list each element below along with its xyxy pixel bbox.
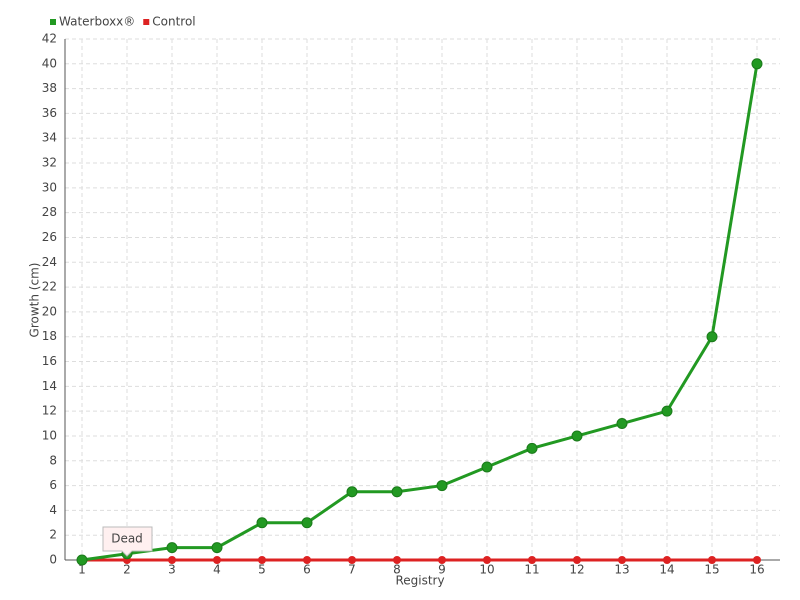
data-point xyxy=(436,480,448,492)
annotation: Dead xyxy=(102,526,153,557)
data-point xyxy=(616,418,628,430)
data-point xyxy=(571,430,583,442)
annotation-text: Dead xyxy=(111,532,143,546)
y-tick-label: 24 xyxy=(42,255,57,269)
x-tick-label: 11 xyxy=(524,563,539,577)
y-tick-label: 26 xyxy=(42,230,57,244)
x-tick-label: 5 xyxy=(258,563,266,577)
data-point xyxy=(661,405,673,417)
data-point xyxy=(213,556,221,564)
y-tick-label: 0 xyxy=(49,553,57,567)
y-tick-label: 38 xyxy=(42,81,57,95)
data-point xyxy=(708,556,716,564)
data-point xyxy=(573,556,581,564)
x-tick-label: 13 xyxy=(614,563,629,577)
data-point xyxy=(483,556,491,564)
data-point xyxy=(348,556,356,564)
legend-label: Control xyxy=(152,15,195,29)
data-point xyxy=(751,58,763,70)
x-axis-label: Registry xyxy=(395,574,444,588)
data-point xyxy=(303,556,311,564)
data-point xyxy=(753,556,761,564)
x-tick-label: 4 xyxy=(213,563,221,577)
y-tick-label: 16 xyxy=(42,354,57,368)
y-tick-label: 6 xyxy=(49,478,57,492)
data-point xyxy=(438,556,446,564)
data-point xyxy=(211,542,223,554)
y-tick-label: 18 xyxy=(42,329,57,343)
data-point xyxy=(663,556,671,564)
y-tick-label: 30 xyxy=(42,180,57,194)
data-point xyxy=(258,556,266,564)
series-line xyxy=(81,63,759,562)
y-tick-label: 42 xyxy=(42,32,57,46)
x-tick-label: 16 xyxy=(749,563,764,577)
x-tick-label: 2 xyxy=(123,563,131,577)
x-tick-label: 8 xyxy=(393,563,401,577)
x-tick-label: 14 xyxy=(659,563,674,577)
y-tick-label: 34 xyxy=(42,131,57,145)
y-tick-label: 10 xyxy=(42,428,57,442)
data-point xyxy=(526,442,538,454)
data-point xyxy=(391,486,403,498)
x-tick-label: 1 xyxy=(78,563,86,577)
legend-label: Waterboxx® xyxy=(59,15,135,29)
y-tick-label: 2 xyxy=(49,528,57,542)
data-point xyxy=(618,556,626,564)
x-tick-label: 12 xyxy=(569,563,584,577)
data-point xyxy=(393,556,401,564)
x-tick-label: 9 xyxy=(438,563,446,577)
y-tick-label: 20 xyxy=(42,304,57,318)
y-axis-label: Growth (cm) xyxy=(28,263,42,338)
y-tick-label: 22 xyxy=(42,280,57,294)
x-tick-label: 3 xyxy=(168,563,176,577)
y-tick-label: 40 xyxy=(42,56,57,70)
data-point xyxy=(168,556,176,564)
x-tick-label: 6 xyxy=(303,563,311,577)
data-point xyxy=(76,554,88,566)
y-tick-label: 12 xyxy=(42,404,57,418)
x-tick-label: 7 xyxy=(348,563,356,577)
y-tick-label: 4 xyxy=(49,503,57,517)
y-tick-label: 32 xyxy=(42,156,57,170)
data-point xyxy=(706,331,718,343)
y-tick-label: 36 xyxy=(42,106,57,120)
legend-swatch xyxy=(143,19,150,25)
data-point xyxy=(481,461,493,473)
data-point xyxy=(346,486,358,498)
y-tick-label: 28 xyxy=(42,205,57,219)
data-point xyxy=(256,517,268,529)
data-point xyxy=(166,542,178,554)
legend-swatch xyxy=(50,19,56,25)
x-tick-label: 15 xyxy=(704,563,719,577)
x-tick-label: 10 xyxy=(479,563,494,577)
data-point xyxy=(301,517,313,529)
data-point xyxy=(528,556,536,564)
y-tick-label: 8 xyxy=(49,453,57,467)
y-tick-label: 14 xyxy=(42,379,57,393)
annotation-box xyxy=(102,526,153,557)
